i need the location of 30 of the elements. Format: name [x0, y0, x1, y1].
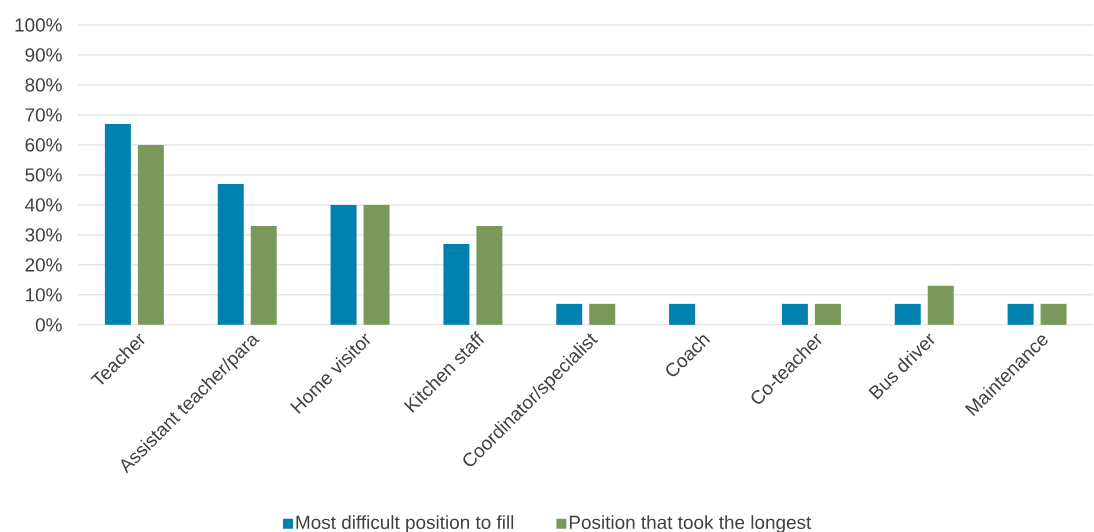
bar: [927, 285, 954, 325]
bar: [104, 123, 131, 325]
bar: [589, 303, 616, 325]
y-tick-label: 80%: [25, 78, 62, 92]
legend-label: Most difficult position to fill: [296, 514, 514, 532]
bar: [1007, 303, 1034, 325]
bar: [330, 204, 357, 325]
y-tick-label: 70%: [25, 108, 62, 122]
bar: [1040, 303, 1067, 325]
bar: [137, 144, 164, 325]
y-tick-label: 20%: [25, 258, 62, 272]
legend-label: Position that took the longest: [569, 514, 812, 532]
y-tick-label: 60%: [25, 138, 62, 152]
bar: [814, 303, 841, 325]
y-tick-label: 0%: [35, 317, 62, 332]
bar: [669, 303, 696, 325]
y-tick-label: 100%: [15, 18, 62, 32]
bar: [894, 303, 921, 325]
bar: [363, 204, 390, 325]
bar: [443, 243, 470, 325]
y-tick-label: 90%: [25, 48, 62, 62]
bar: [476, 225, 503, 325]
bar: [250, 225, 277, 325]
y-tick-label: 30%: [25, 228, 62, 242]
bar: [556, 303, 583, 325]
y-tick-label: 10%: [26, 287, 62, 302]
y-tick-label: 40%: [25, 198, 62, 212]
y-tick-label: 50%: [25, 168, 62, 182]
bar: [781, 303, 808, 325]
bar: [217, 183, 244, 325]
